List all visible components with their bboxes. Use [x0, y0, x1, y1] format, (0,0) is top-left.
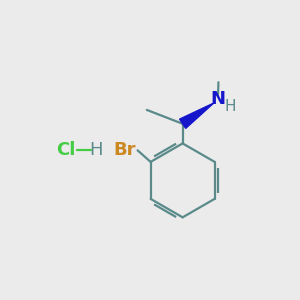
- Polygon shape: [179, 103, 214, 128]
- Text: H: H: [89, 141, 103, 159]
- Text: H: H: [224, 99, 236, 114]
- Text: Cl: Cl: [56, 141, 76, 159]
- Text: N: N: [211, 90, 226, 108]
- Text: Br: Br: [114, 141, 136, 159]
